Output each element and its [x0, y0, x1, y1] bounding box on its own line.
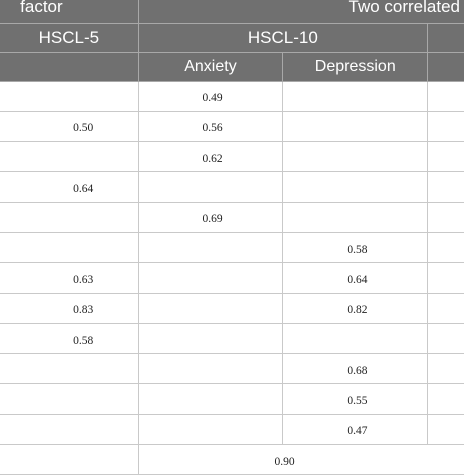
depression-cell: 0.55 [282, 383, 428, 415]
header-depression: Depression [282, 52, 428, 82]
depression-cell [282, 171, 428, 203]
table-row: 0.68 [0, 353, 464, 385]
hscl5-cell [0, 232, 139, 264]
row-edge-cell [427, 383, 464, 415]
header-row-scale: HSCL-5 HSCL-10 [0, 23, 464, 53]
table-row-summary: 0.90 [0, 444, 464, 475]
anxiety-cell [137, 323, 283, 355]
header-factor: factor [0, 0, 139, 24]
anxiety-cell: 0.49 [137, 81, 283, 112]
table-row: 0.69 [0, 202, 464, 233]
row-edge-cell [427, 232, 464, 264]
table-row: 0.83 0.82 [0, 293, 464, 324]
depression-cell: 0.47 [282, 414, 428, 446]
hscl5-cell: 0.58 [0, 323, 139, 355]
anxiety-cell: 0.56 [137, 111, 283, 143]
anxiety-cell: 0.62 [137, 141, 283, 173]
depression-cell [282, 202, 428, 233]
row-edge-cell [427, 353, 464, 385]
header-cell-spacer [427, 52, 464, 82]
header-two-correlated: Two correlated [137, 0, 464, 24]
row-edge-cell [427, 81, 464, 112]
summary-value-cell: 0.90 [137, 444, 464, 475]
table-row: 0.62 [0, 141, 464, 173]
anxiety-cell [137, 414, 283, 446]
depression-cell [282, 323, 428, 355]
anxiety-cell [137, 262, 283, 294]
row-edge-cell [427, 111, 464, 143]
header-row-model: factor Two correlated [0, 0, 464, 24]
hscl5-cell [0, 353, 139, 385]
table-row: 0.55 [0, 383, 464, 415]
row-edge-cell [427, 293, 464, 324]
row-edge-cell [427, 323, 464, 355]
header-anxiety: Anxiety [137, 52, 283, 82]
depression-cell [282, 81, 428, 112]
table-row: 0.64 [0, 171, 464, 203]
factor-loadings-table: factor Two correlated HSCL-5 HSCL-10 Anx… [0, 0, 464, 475]
row-edge-cell [427, 171, 464, 203]
header-cell-spacer [427, 23, 464, 53]
hscl5-cell [0, 202, 139, 233]
row-edge-cell [427, 202, 464, 233]
table-row: 0.47 [0, 414, 464, 446]
depression-cell [282, 111, 428, 143]
hscl5-cell [0, 81, 139, 112]
header-cell-blank [0, 52, 139, 82]
table-row: 0.58 [0, 323, 464, 355]
row-blank-cell [0, 444, 139, 475]
depression-cell: 0.58 [282, 232, 428, 264]
hscl5-cell: 0.83 [0, 293, 139, 324]
hscl5-cell [0, 383, 139, 415]
hscl5-cell: 0.50 [0, 111, 139, 143]
header-hscl5: HSCL-5 [0, 23, 139, 53]
depression-cell: 0.68 [282, 353, 428, 385]
hscl5-cell: 0.63 [0, 262, 139, 294]
table-row: 0.50 0.56 [0, 111, 464, 143]
hscl5-cell [0, 414, 139, 446]
anxiety-cell [137, 293, 283, 324]
anxiety-cell [137, 383, 283, 415]
depression-cell: 0.64 [282, 262, 428, 294]
table-row: 0.58 [0, 232, 464, 264]
table-row: 0.63 0.64 [0, 262, 464, 294]
depression-cell: 0.82 [282, 293, 428, 324]
anxiety-cell [137, 171, 283, 203]
header-hscl10: HSCL-10 [137, 23, 428, 53]
anxiety-cell [137, 232, 283, 264]
anxiety-cell: 0.69 [137, 202, 283, 233]
anxiety-cell [137, 353, 283, 385]
hscl5-cell: 0.64 [0, 171, 139, 203]
row-edge-cell [427, 262, 464, 294]
row-edge-cell [427, 414, 464, 446]
table-row: 0.49 [0, 81, 464, 112]
depression-cell [282, 141, 428, 173]
header-row-subscale: Anxiety Depression [0, 52, 464, 82]
row-edge-cell [427, 141, 464, 173]
hscl5-cell [0, 141, 139, 173]
